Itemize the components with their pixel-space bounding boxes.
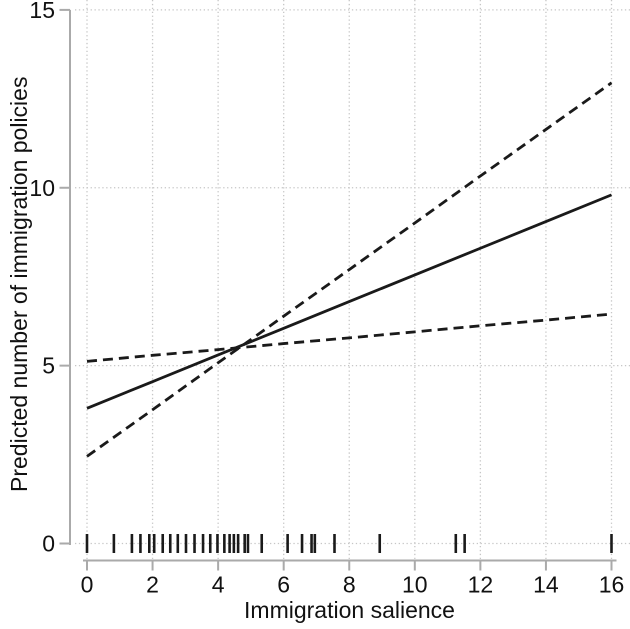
x-axis-title: Immigration salience [244,597,455,623]
x-tick-label: 10 [402,572,428,598]
y-tick-label: 10 [29,175,55,201]
x-tick-label: 16 [599,572,625,598]
series-ci-bound-flat-line [86,312,612,363]
y-tick-label: 5 [42,353,55,379]
x-tick-label: 8 [343,572,356,598]
x-tick-label: 2 [146,572,159,598]
y-axis-title: Predicted number of immigration policies [6,76,32,492]
x-tick-label: 14 [533,572,559,598]
series-predicted-line [86,193,613,410]
x-tick-label: 6 [277,572,290,598]
x-tick-label: 12 [468,572,494,598]
x-tick-label: 0 [81,572,94,598]
y-tick-label: 0 [42,531,55,557]
y-tick-label: 15 [29,0,55,23]
series-ci-bound-steep-line [86,81,613,458]
x-tick-label: 4 [212,572,225,598]
